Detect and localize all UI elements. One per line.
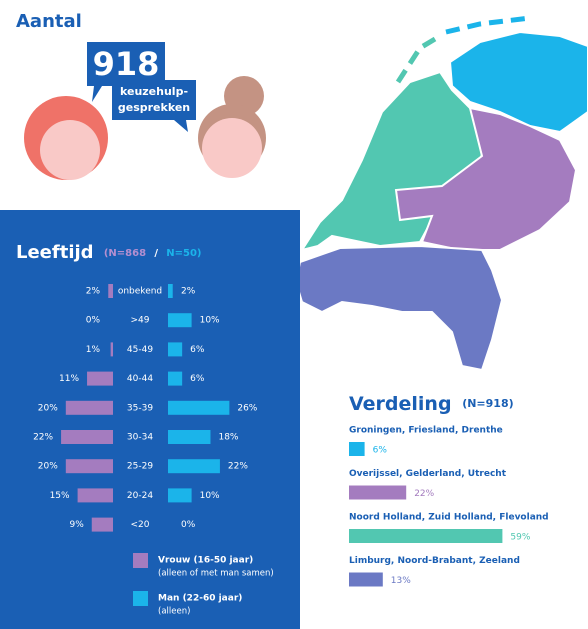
value-label: 2% [181, 287, 196, 297]
region-bar [349, 529, 503, 543]
speech-bubbles [87, 42, 196, 132]
value-label: 6% [190, 374, 205, 384]
legend-swatch [133, 591, 148, 606]
value-label: 0% [86, 316, 101, 326]
region-label: Limburg, Noord-Brabant, Zeeland [349, 556, 520, 566]
value-label: 6% [373, 446, 388, 456]
value-label: 20% [38, 403, 58, 413]
age-category: >49 [131, 316, 150, 326]
age-title: Leeftijd (N=868 / N=50) [16, 242, 201, 263]
bar-men [168, 459, 220, 474]
map [294, 15, 588, 372]
n-men: N=50) [166, 248, 201, 259]
region-label: Noord Holland, Zuid Holland, Flevoland [349, 513, 549, 523]
bar-men [168, 313, 192, 328]
age-category: 25-29 [127, 462, 153, 472]
face [40, 120, 100, 180]
n-women: (N=868 [104, 248, 146, 259]
legend-label: Vrouw (16-50 jaar) [158, 556, 253, 566]
map-south [294, 244, 504, 372]
legend-label: Man (22-60 jaar) [158, 594, 242, 604]
value-label: 10% [200, 316, 220, 326]
count-label: keuzehulp- [120, 85, 188, 98]
age-category: 30-34 [127, 433, 153, 443]
bubble [112, 80, 196, 132]
bar-women [87, 371, 113, 386]
count-label: gesprekken [118, 101, 190, 114]
bar-men [168, 430, 211, 444]
legend-note: (alleen) [158, 607, 190, 617]
bar-women [108, 284, 113, 298]
region-bar [349, 442, 365, 456]
value-label: 9% [69, 520, 84, 530]
value-label: 15% [50, 491, 70, 501]
value-label: 22% [33, 433, 53, 443]
value-label: 1% [86, 345, 101, 355]
legend-swatch [133, 553, 148, 568]
age-category: 35-39 [127, 403, 153, 413]
bar-women [77, 488, 113, 503]
count: 918 [93, 45, 160, 83]
title: Aantal [16, 11, 82, 32]
value-label: 22% [414, 489, 434, 499]
bar-men [168, 342, 183, 357]
value-label: 6% [190, 345, 205, 355]
distribution-n: (N=918) [462, 397, 513, 410]
bar-men [168, 284, 173, 298]
value-label: 18% [218, 433, 238, 443]
bar-men [168, 400, 230, 415]
value-label: 59% [510, 533, 530, 543]
bar-men [168, 371, 183, 386]
value-label: 10% [200, 491, 220, 501]
distribution-title-text: Verdeling [349, 393, 452, 415]
bar-women [110, 342, 113, 357]
distribution-title: Verdeling (N=918) [349, 393, 514, 415]
bar-women [65, 459, 113, 474]
age-category: <20 [131, 520, 150, 530]
bar-men [168, 488, 192, 503]
value-label: 26% [237, 403, 257, 413]
age-category: 40-44 [127, 374, 153, 384]
map-north [448, 30, 588, 134]
age-title-text: Leeftijd [16, 242, 94, 263]
value-label: 20% [38, 462, 58, 472]
map-islands [395, 33, 442, 84]
region-label: Overijssel, Gelderland, Utrecht [349, 469, 507, 479]
bubble [87, 42, 165, 102]
region-label: Groningen, Friesland, Drenthe [349, 426, 503, 436]
value-label: 0% [181, 520, 196, 530]
value-label: 2% [86, 287, 101, 297]
value-label: 22% [228, 462, 248, 472]
region-bar [349, 485, 407, 500]
bar-women [61, 430, 113, 444]
age-category: onbekend [118, 287, 162, 297]
bar-women [65, 400, 113, 415]
map-islands-north [445, 15, 531, 35]
n-sep: / [154, 248, 158, 259]
age-category: 20-24 [127, 491, 153, 501]
face [202, 118, 262, 178]
age-panel [0, 210, 300, 629]
region-bar [349, 572, 383, 587]
faces [24, 76, 266, 180]
value-label: 11% [59, 374, 79, 384]
age-category: 45-49 [127, 345, 153, 355]
bar-women [91, 517, 113, 532]
value-label: 13% [391, 576, 411, 586]
legend-note: (alleen of met man samen) [158, 569, 274, 579]
